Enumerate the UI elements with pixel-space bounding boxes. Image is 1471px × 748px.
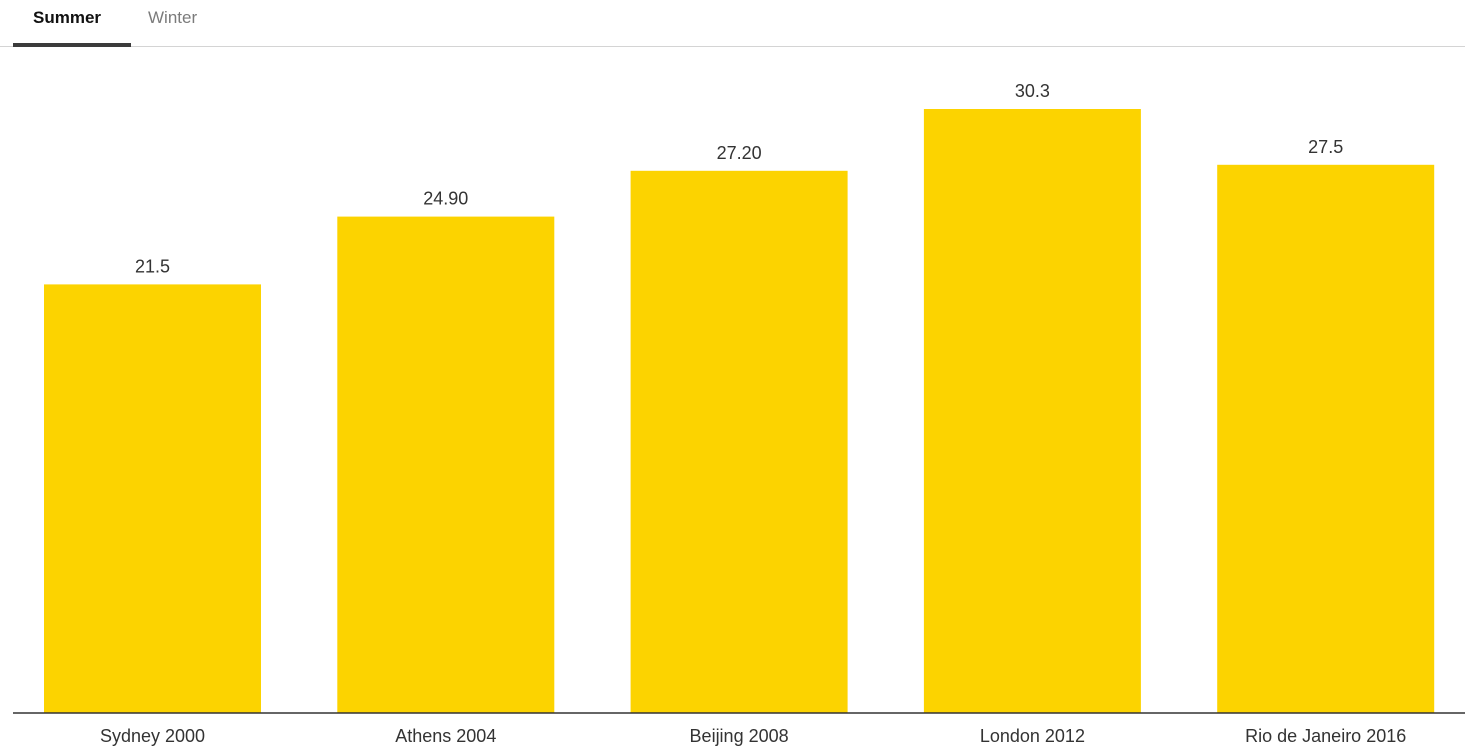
bar-value-label: 27.20 — [717, 143, 762, 163]
tab-bar: Summer Winter — [0, 0, 1465, 47]
x-tick-label: London 2012 — [980, 726, 1085, 746]
bar-4 — [923, 109, 1141, 713]
x-tick-label: Athens 2004 — [395, 726, 496, 746]
bar-1 — [44, 284, 261, 713]
bar-value-label: 27.5 — [1308, 137, 1343, 157]
x-tick-label: Rio de Janeiro 2016 — [1245, 726, 1406, 746]
x-tick-label: Sydney 2000 — [100, 726, 205, 746]
tab-winter[interactable]: Winter — [148, 8, 198, 27]
x-tick-label: Beijing 2008 — [690, 726, 789, 746]
bar-5 — [1217, 164, 1435, 714]
bar-value-label: 24.90 — [423, 189, 468, 209]
bar-value-label: 30.3 — [1015, 81, 1050, 101]
bar-value-label: 21.5 — [135, 256, 170, 276]
bar-3 — [630, 170, 848, 714]
tab-summer[interactable]: Summer — [13, 5, 131, 47]
bar-2 — [337, 216, 555, 713]
